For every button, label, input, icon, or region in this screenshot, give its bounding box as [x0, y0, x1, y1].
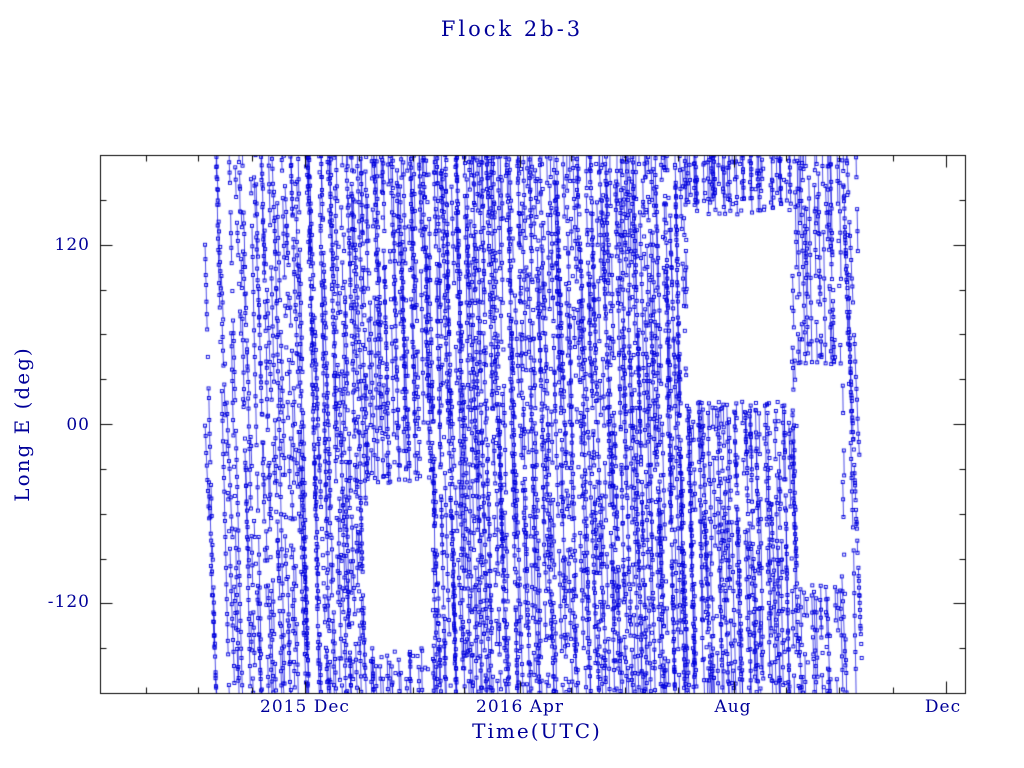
x-tick-label: 2015 Dec	[260, 697, 350, 717]
chart-title: Flock 2b-3	[440, 17, 584, 41]
x-tick-label: Dec	[924, 697, 962, 717]
y-tick-label: 00	[66, 415, 90, 435]
y-tick-label: -120	[47, 592, 90, 612]
x-tick-label: Aug	[714, 697, 752, 717]
y-tick-label: 120	[54, 235, 90, 255]
x-axis-label: Time(UTC)	[472, 719, 602, 743]
x-tick-label: 2016 Apr	[476, 697, 564, 717]
